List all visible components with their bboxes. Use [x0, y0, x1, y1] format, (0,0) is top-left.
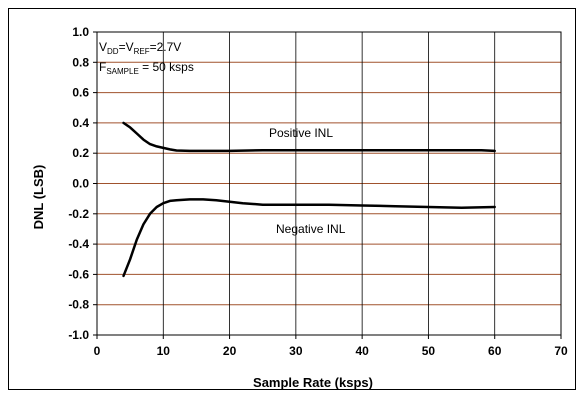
y-tick-label: -1.0	[68, 328, 89, 342]
positive-inl-line	[122, 121, 496, 153]
x-axis-title: Sample Rate (ksps)	[253, 375, 373, 390]
axes	[93, 31, 562, 339]
x-tick-label: 40	[355, 344, 369, 358]
y-tick-label: 0.2	[72, 146, 89, 160]
x-tick-label: 20	[223, 344, 237, 358]
plot-area-border	[96, 31, 562, 336]
chart-svg: 1.0 0.8 0.6 0.4 0.2 0.0 -0.2 -0.4 -0.6 -0.8 -1.0 0 1…	[31, 25, 568, 390]
x-tick-label: 10	[157, 344, 171, 358]
y-tick-label: 1.0	[72, 25, 89, 39]
x-tick-label: 30	[289, 344, 303, 358]
x-tick-label: 0	[94, 344, 101, 358]
vdd-vref-note: VDD=VREF=2.7V	[99, 40, 181, 56]
series-lines	[122, 121, 496, 278]
tick-labels: 1.0 0.8 0.6 0.4 0.2 0.0 -0.2 -0.4 -0.6 -0.8 -1.0 0 1…	[68, 25, 568, 358]
fsample-note: FSAMPLE = 50 ksps	[99, 60, 194, 76]
y-tick-label: 0.8	[72, 55, 89, 69]
chart-frame: 1.0 0.8 0.6 0.4 0.2 0.0 -0.2 -0.4 -0.6 -0.8 -1.0 0 1…	[8, 8, 576, 390]
y-tick-label: -0.4	[68, 237, 89, 251]
negative-inl-line	[122, 198, 496, 278]
grid	[96, 31, 562, 336]
y-tick-label: 0.6	[72, 86, 89, 100]
x-tick-label: 50	[422, 344, 436, 358]
x-tick-label: 60	[488, 344, 502, 358]
y-axis-title: DNL (LSB)	[31, 165, 46, 230]
y-tick-label: 0.0	[72, 177, 89, 191]
y-tick-label: -0.6	[68, 267, 89, 281]
positive-inl-label: Positive INL	[269, 126, 333, 140]
y-tick-label: -0.8	[68, 298, 89, 312]
x-tick-label: 70	[554, 344, 568, 358]
y-tick-label: -0.2	[68, 207, 89, 221]
negative-inl-label: Negative INL	[276, 222, 346, 236]
y-tick-label: 0.4	[72, 116, 89, 130]
